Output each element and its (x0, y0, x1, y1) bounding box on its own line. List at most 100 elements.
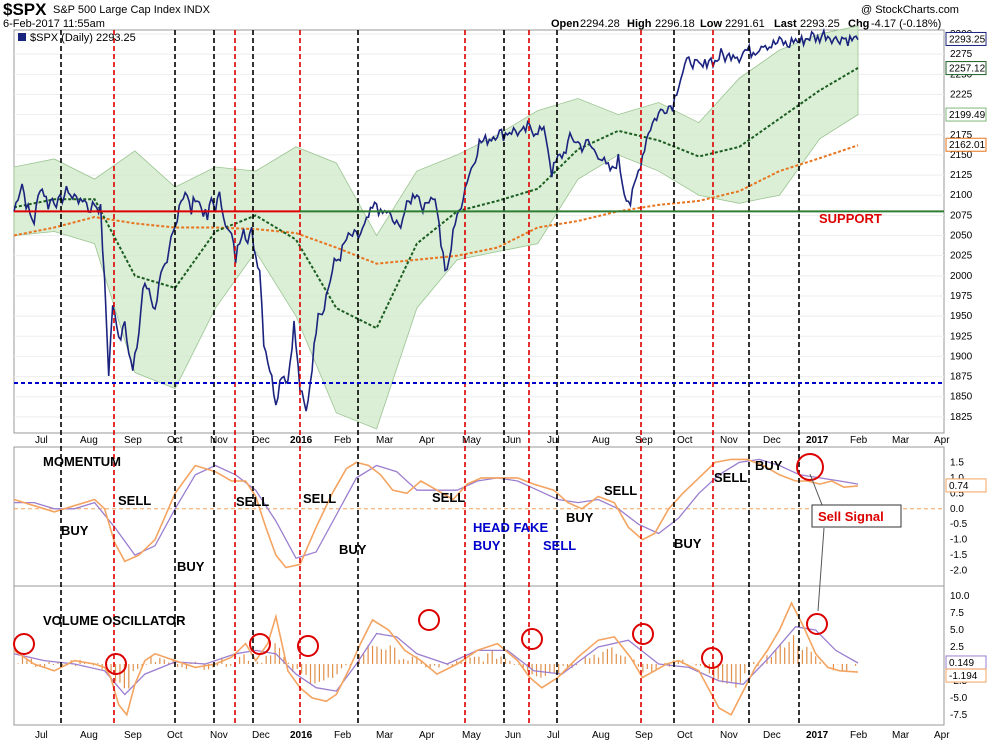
volume-bar (341, 664, 342, 668)
price-tick-label: 2225 (950, 89, 973, 100)
volume-bar (394, 648, 395, 664)
price-tick-label: 2125 (950, 170, 973, 181)
volume-bar (181, 664, 182, 667)
volume-bar (297, 664, 298, 669)
sell-signal-callout: Sell Signal (810, 474, 901, 611)
price-tick-label: 1825 (950, 412, 973, 423)
x-tick-label: Jul (35, 435, 48, 446)
volume-bar (137, 664, 138, 669)
x-tick-label: Apr (419, 730, 435, 741)
volume-bar (438, 664, 439, 668)
signal-label: BUY (177, 559, 205, 574)
volume-bar (279, 648, 280, 664)
signal-circle (702, 648, 722, 668)
price-tick-label: 2275 (950, 49, 973, 60)
volume-bar (514, 664, 515, 665)
signal-label: SELL (714, 470, 747, 485)
x-tick-label: Dec (763, 730, 781, 741)
x-tick-label: Nov (210, 435, 228, 446)
signal-label: BUY (339, 542, 367, 557)
value-box-text: 2257.12 (949, 64, 986, 75)
volume-bar (434, 664, 435, 666)
x-tick-label: Dec (252, 730, 270, 741)
volume-bar (155, 662, 156, 664)
volume-bar (115, 664, 116, 682)
volume-bar (328, 664, 329, 678)
quote-bar: Open 2294.28 High 2296.18 Low 2291.61 La… (551, 18, 941, 30)
volume-bar (381, 649, 382, 664)
volume-bar (48, 662, 49, 664)
momentum-title: MOMENTUM (43, 454, 121, 469)
x-tick-label: Sep (635, 435, 653, 446)
momentum-tick-label: 1.5 (950, 457, 964, 468)
price-tick-label: 2000 (950, 271, 973, 282)
x-tick-label: 2016 (290, 435, 313, 446)
signal-circle (522, 629, 542, 649)
volume-bar (726, 664, 727, 684)
high-value: 2296.18 (655, 18, 695, 30)
signal-circle (419, 610, 439, 630)
x-tick-label: 2017 (806, 435, 829, 446)
last-label: Last (774, 18, 797, 30)
volume-bar (323, 664, 324, 680)
signal-label: SELL (303, 491, 336, 506)
volume-bar (288, 663, 289, 664)
price-tick-label: 2025 (950, 251, 973, 262)
momentum-tick-label: -1.0 (950, 535, 968, 546)
volume-bar (310, 664, 311, 684)
signal-circle (298, 636, 318, 656)
volume-bar (771, 657, 772, 664)
momentum-panel (14, 447, 944, 586)
volume-bar (500, 657, 501, 664)
volume-bar (735, 664, 736, 688)
volume-bar (505, 658, 506, 664)
volume-bar (780, 644, 781, 664)
value-box-text: 2162.01 (949, 140, 986, 151)
volume-bar (855, 664, 856, 666)
x-tick-label: Feb (334, 730, 352, 741)
volume-bar (753, 662, 754, 664)
volume-bar (257, 662, 258, 664)
x-tick-label: Apr (419, 435, 435, 446)
volume-bar (793, 635, 794, 664)
oscillator-series (14, 459, 944, 714)
high-label: High (627, 18, 652, 30)
volume-bar (270, 655, 271, 664)
signal-label: HEAD FAKE (473, 520, 548, 535)
volume-bar (509, 661, 510, 664)
signal-label: SELL (432, 490, 465, 505)
x-tick-label: Nov (210, 730, 228, 741)
volume-bar (811, 652, 812, 664)
value-box-text: 0.74 (949, 481, 969, 492)
volume-bar (243, 654, 244, 664)
volume-bar (731, 664, 732, 682)
signal-label: SELL (236, 494, 269, 509)
volume-slow-line (14, 627, 858, 695)
signal-label: BUY (566, 510, 594, 525)
price-tick-label: 1850 (950, 392, 973, 403)
volume-bar (744, 664, 745, 673)
signal-circle (14, 634, 34, 654)
volume-bar (159, 658, 160, 664)
volume-bar (266, 656, 267, 664)
volume-bar (651, 664, 652, 672)
volume-bar (474, 657, 475, 664)
volume-bar (248, 661, 249, 664)
volume-bar (616, 654, 617, 664)
volume-bar (545, 664, 546, 676)
x-tick-label: Nov (720, 730, 738, 741)
volume-bar (226, 664, 227, 667)
volume-bar (806, 647, 807, 664)
price-tick-label: 1975 (950, 291, 973, 302)
volume-tick-label: 10.0 (950, 591, 970, 602)
volume-bar (261, 663, 262, 664)
volume-bar (407, 661, 408, 664)
volume-bar (376, 647, 377, 664)
low-value: 2291.61 (725, 18, 765, 30)
momentum-tick-label: -2.0 (950, 566, 968, 577)
signal-label: BUY (755, 458, 783, 473)
x-tick-label: Jul (35, 730, 48, 741)
price-tick-label: 1950 (950, 311, 973, 322)
x-tick-label: Sep (124, 435, 142, 446)
